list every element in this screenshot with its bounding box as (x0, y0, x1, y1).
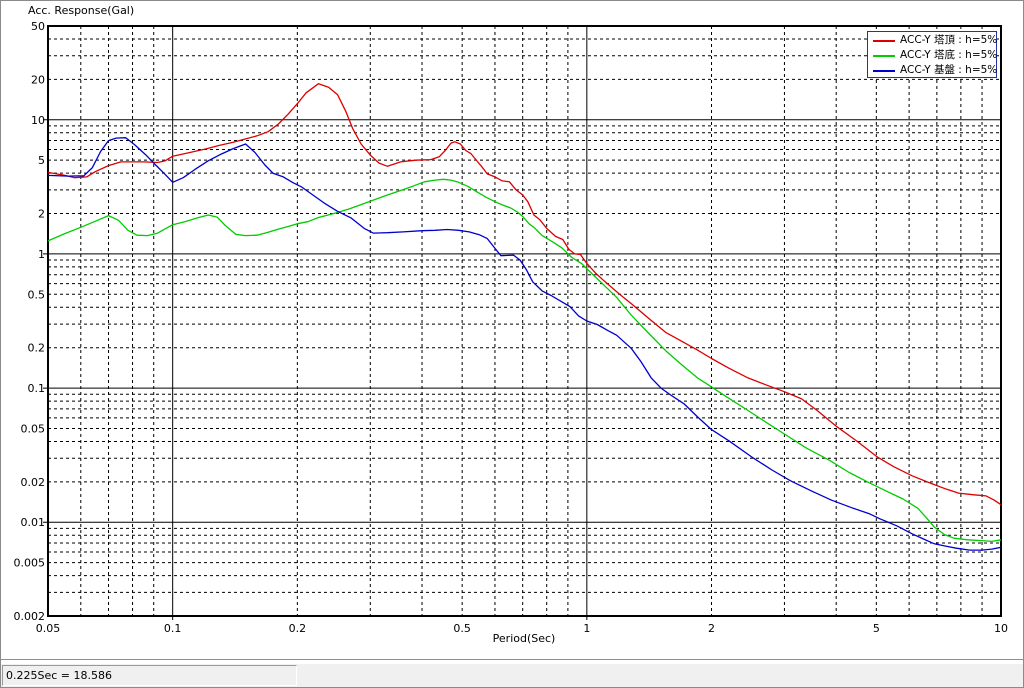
y-tick-label: 0.01 (21, 516, 46, 529)
series-line-1 (47, 83, 1002, 506)
legend-item: ACC-Y 塔底 : h=5% (873, 48, 998, 63)
legend-line-swatch (873, 39, 895, 42)
legend: ACC-Y 塔頂 : h=5% ACC-Y 塔底 : h=5% ACC-Y 基盤 :… (867, 31, 997, 78)
plot-frame (47, 25, 1002, 617)
y-tick-label: 0.02 (21, 476, 46, 489)
decade-lines (43, 26, 1001, 620)
x-tick-label: 5 (873, 622, 880, 635)
tick-labels: 50 20 10 5 2 1 0.5 0.2 0.1 0.05 0.02 0.01 0.005 0.002… (14, 20, 1009, 635)
y-tick-label: 0.5 (28, 288, 46, 301)
chart-region: 50 20 10 5 2 1 0.5 0.2 0.1 0.05 0.02 0.01 0.005 0.002… (1, 1, 1023, 660)
legend-item-label: ACC-Y 基盤 : h=5% (900, 64, 998, 76)
x-tick-label: 10 (994, 622, 1008, 635)
x-axis-title: Period(Sec) (492, 632, 556, 645)
x-tick-label: 0.5 (453, 622, 471, 635)
legend-item: ACC-Y 塔頂 : h=5% (873, 33, 998, 48)
grid (48, 26, 1001, 616)
x-tick-label: 1 (583, 622, 590, 635)
y-tick-label: 5 (38, 154, 45, 167)
y-tick-label: 0.002 (14, 610, 46, 623)
status-readout: 0.225Sec = 18.586 (2, 665, 297, 686)
legend-line-swatch (873, 54, 895, 57)
y-tick-label: 2 (38, 208, 45, 221)
y-tick-label: 0.05 (21, 422, 46, 435)
legend-item-label: ACC-Y 塔底 : h=5% (900, 49, 998, 61)
x-tick-label: 0.05 (36, 622, 61, 635)
x-tick-label: 0.1 (164, 622, 182, 635)
status-bar: 0.225Sec = 18.586 (1, 663, 1023, 687)
y-tick-label: 1 (38, 248, 45, 261)
legend-line-swatch (873, 69, 895, 72)
x-tick-label: 0.2 (289, 622, 307, 635)
y-tick-label: 10 (31, 114, 45, 127)
series-line-2 (47, 178, 1002, 543)
y-tick-label: 20 (31, 73, 45, 86)
y-tick-label: 0.005 (14, 557, 46, 570)
legend-item-label: ACC-Y 塔頂 : h=5% (900, 34, 998, 46)
y-axis-title: Acc. Response(Gal) (28, 4, 135, 17)
y-tick-label: 0.1 (28, 382, 46, 395)
spectrum-chart-canvas[interactable]: 50 20 10 5 2 1 0.5 0.2 0.1 0.05 0.02 0.01 0.005 0.002… (1, 1, 1023, 660)
legend-item: ACC-Y 基盤 : h=5% (873, 63, 998, 78)
y-tick-label: 0.2 (28, 342, 46, 355)
y-tick-label: 50 (31, 20, 45, 33)
series-line-3 (47, 137, 1002, 551)
x-tick-label: 2 (708, 622, 715, 635)
